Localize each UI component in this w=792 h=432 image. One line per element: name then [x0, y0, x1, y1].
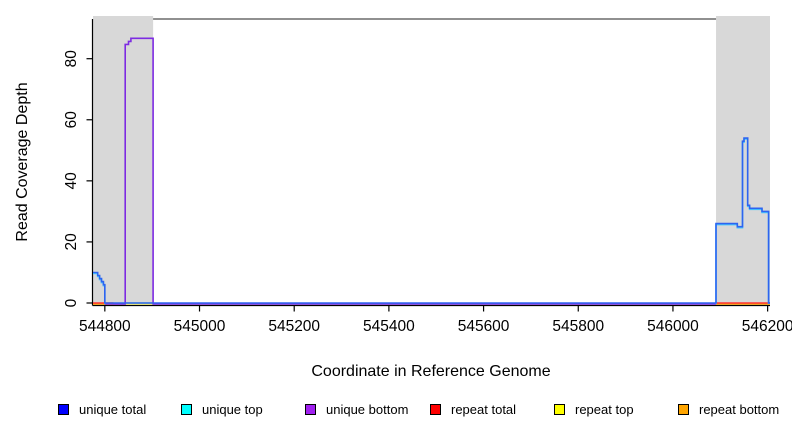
legend-label: repeat total [451, 401, 517, 417]
legend-item-unique-total: unique total [58, 401, 146, 417]
y-tick-label: 0 [63, 298, 80, 307]
y-tick-label: 40 [63, 172, 80, 190]
legend-swatch-icon [554, 403, 565, 415]
x-tick-label: 545800 [552, 318, 604, 335]
legend-label: unique total [79, 401, 147, 417]
legend-label: unique top [202, 401, 263, 417]
legend-swatch-icon [58, 403, 69, 415]
x-tick-label: 545400 [363, 318, 415, 335]
y-tick-label: 60 [63, 111, 80, 129]
legend-item-repeat-bottom: repeat bottom [678, 401, 779, 417]
y-tick-label: 20 [63, 233, 80, 251]
legend-item-repeat-total: repeat total [430, 401, 516, 417]
legend-swatch-icon [430, 403, 441, 415]
legend-item-repeat-top: repeat top [554, 401, 634, 417]
y-axis-title: Read Coverage Depth [14, 82, 31, 241]
x-tick-label: 545600 [458, 318, 510, 335]
x-tick-label: 544800 [79, 318, 131, 335]
chart-generated-layer: 544800 545000 545200 545400 545600 545800 5460… [63, 16, 792, 335]
series-unique-total [93, 137, 770, 304]
legend-item-unique-bottom: unique bottom [305, 401, 408, 417]
x-tick-label: 546000 [647, 318, 699, 335]
y-tick-label: 80 [63, 50, 80, 68]
series-unique-bottom [104, 37, 716, 305]
legend-swatch-icon [305, 403, 316, 415]
legend-label: repeat top [575, 401, 634, 417]
legend-label: repeat bottom [699, 401, 780, 417]
x-tick-label: 546200 [742, 318, 792, 335]
legend-swatch-icon [181, 403, 192, 415]
legend-swatch-icon [678, 403, 689, 415]
x-tick-label: 545200 [268, 318, 320, 335]
legend: unique total unique top unique bottom repea… [0, 401, 792, 421]
x-tick-label: 545000 [174, 318, 226, 335]
legend-item-unique-top: unique top [181, 401, 263, 417]
x-axis-title: Coordinate in Reference Genome [311, 363, 550, 380]
legend-label: unique bottom [326, 401, 409, 417]
left-repeat-region [93, 16, 154, 306]
